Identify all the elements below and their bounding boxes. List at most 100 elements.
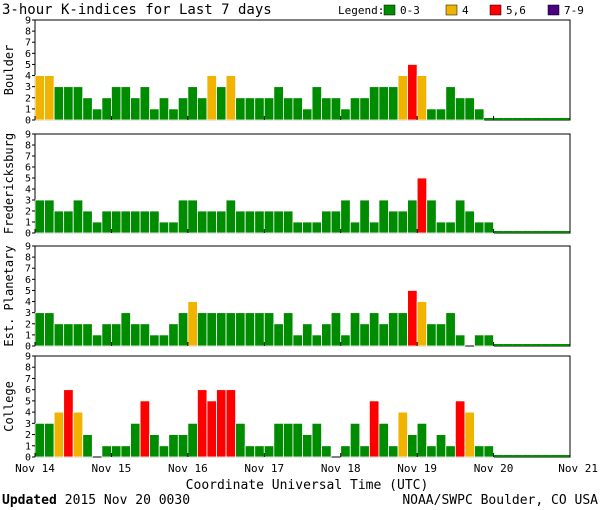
- y-tick-label: 3: [25, 419, 31, 430]
- no-data-marker: [560, 231, 570, 233]
- k-index-bar: [330, 210, 342, 234]
- y-tick-label: 4: [25, 185, 31, 196]
- k-index-bar: [388, 86, 399, 121]
- k-index-bar: [407, 434, 418, 458]
- k-index-bar: [340, 334, 351, 347]
- k-index-bar: [474, 108, 485, 121]
- k-index-bar: [53, 86, 65, 121]
- k-index-bar: [359, 445, 370, 458]
- k-index-bar: [483, 221, 494, 234]
- k-index-bar: [177, 199, 189, 234]
- k-index-bar: [254, 210, 265, 234]
- k-index-bar: [311, 86, 322, 121]
- k-index-bar: [388, 210, 399, 234]
- k-index-bar: [101, 323, 112, 347]
- k-index-bar: [72, 411, 84, 458]
- k-index-bar: [340, 199, 351, 234]
- legend-swatch-4: [445, 4, 458, 16]
- y-tick-label: 5: [25, 174, 31, 185]
- k-index-bar: [435, 323, 447, 347]
- k-index-bar: [445, 312, 456, 347]
- k-index-bar: [311, 334, 322, 347]
- station-label: College: [2, 381, 16, 432]
- k-index-bar: [407, 64, 418, 121]
- k-index-bar: [426, 323, 437, 347]
- no-data-marker: [550, 455, 561, 457]
- legend-text-7-9: 7-9: [564, 4, 584, 17]
- k-index-bar: [82, 323, 93, 347]
- x-tick-label: Nov 21: [558, 462, 598, 475]
- k-index-bar: [82, 434, 93, 458]
- k-index-bar: [321, 97, 332, 121]
- k-index-bar: [53, 323, 65, 347]
- k-index-bar: [44, 75, 55, 121]
- no-data-marker: [484, 118, 494, 120]
- k-index-bar: [349, 312, 361, 347]
- k-index-bar: [282, 97, 294, 121]
- no-data-marker: [512, 231, 523, 233]
- no-data-marker: [493, 344, 504, 346]
- k-index-bar: [225, 199, 237, 234]
- legend-swatch-0-3: [383, 4, 396, 16]
- k-index-bar: [158, 445, 170, 458]
- no-data-marker: [503, 455, 513, 457]
- k-index-bar: [197, 389, 208, 458]
- k-index-bar: [206, 210, 217, 234]
- k-index-bar: [168, 323, 179, 347]
- k-index-bar: [292, 221, 303, 234]
- panels: 0123456789Boulder0123456789Fredericksbur…: [2, 16, 571, 464]
- k-index-bar: [235, 210, 246, 234]
- k-index-bar: [474, 334, 485, 347]
- y-tick-label: 6: [25, 49, 31, 60]
- updated-line: Updated 2015 Nov 20 0030: [2, 493, 190, 508]
- k-index-bar: [445, 86, 456, 121]
- k-index-bar: [416, 75, 428, 121]
- k-index-bar: [139, 323, 151, 347]
- y-tick-label: 2: [25, 430, 31, 441]
- k-index-bar: [206, 400, 217, 458]
- k-index-bar: [168, 221, 179, 234]
- k-index-bar: [82, 210, 93, 234]
- k-index-bar: [149, 434, 160, 458]
- k-index-bar: [216, 210, 227, 234]
- y-tick-label: 7: [25, 38, 31, 49]
- k-index-bar: [311, 221, 322, 234]
- k-index-bar: [53, 210, 65, 234]
- legend-text-0-3: 0-3: [400, 4, 420, 17]
- k-index-bar: [368, 400, 380, 458]
- k-index-bar: [187, 422, 198, 458]
- y-tick-label: 9: [25, 242, 31, 253]
- y-tick-label: 8: [25, 141, 31, 152]
- no-data-marker: [512, 455, 523, 457]
- k-index-bar: [216, 389, 227, 458]
- y-tick-label: 0: [25, 342, 31, 353]
- y-tick-label: 5: [25, 60, 31, 71]
- k-index-bar: [158, 221, 170, 234]
- k-index-bar: [330, 97, 342, 121]
- k-index-bar: [454, 97, 466, 121]
- k-index-bar: [120, 445, 131, 458]
- no-data-marker: [531, 118, 542, 120]
- x-tick-label: Nov 17: [244, 462, 284, 475]
- k-index-bar: [225, 389, 237, 458]
- k-index-bar: [244, 210, 256, 234]
- y-tick-label: 3: [25, 196, 31, 207]
- no-data-marker: [541, 344, 551, 346]
- k-index-bar: [407, 290, 418, 347]
- k-index-bar: [435, 108, 447, 121]
- station-label: Boulder: [2, 45, 16, 96]
- y-tick-label: 3: [25, 82, 31, 93]
- k-index-bar: [187, 86, 198, 121]
- y-tick-label: 6: [25, 385, 31, 396]
- k-index-bar: [91, 221, 103, 234]
- k-index-bar: [464, 97, 475, 121]
- k-index-bar: [111, 445, 122, 458]
- k-index-bar: [197, 312, 208, 347]
- k-index-bar: [454, 334, 466, 347]
- updated-label: Updated: [2, 493, 57, 508]
- k-index-bar: [149, 210, 160, 234]
- no-data-marker: [493, 455, 504, 457]
- k-index-bar: [254, 97, 265, 121]
- x-tick-label: Nov 14: [15, 462, 55, 475]
